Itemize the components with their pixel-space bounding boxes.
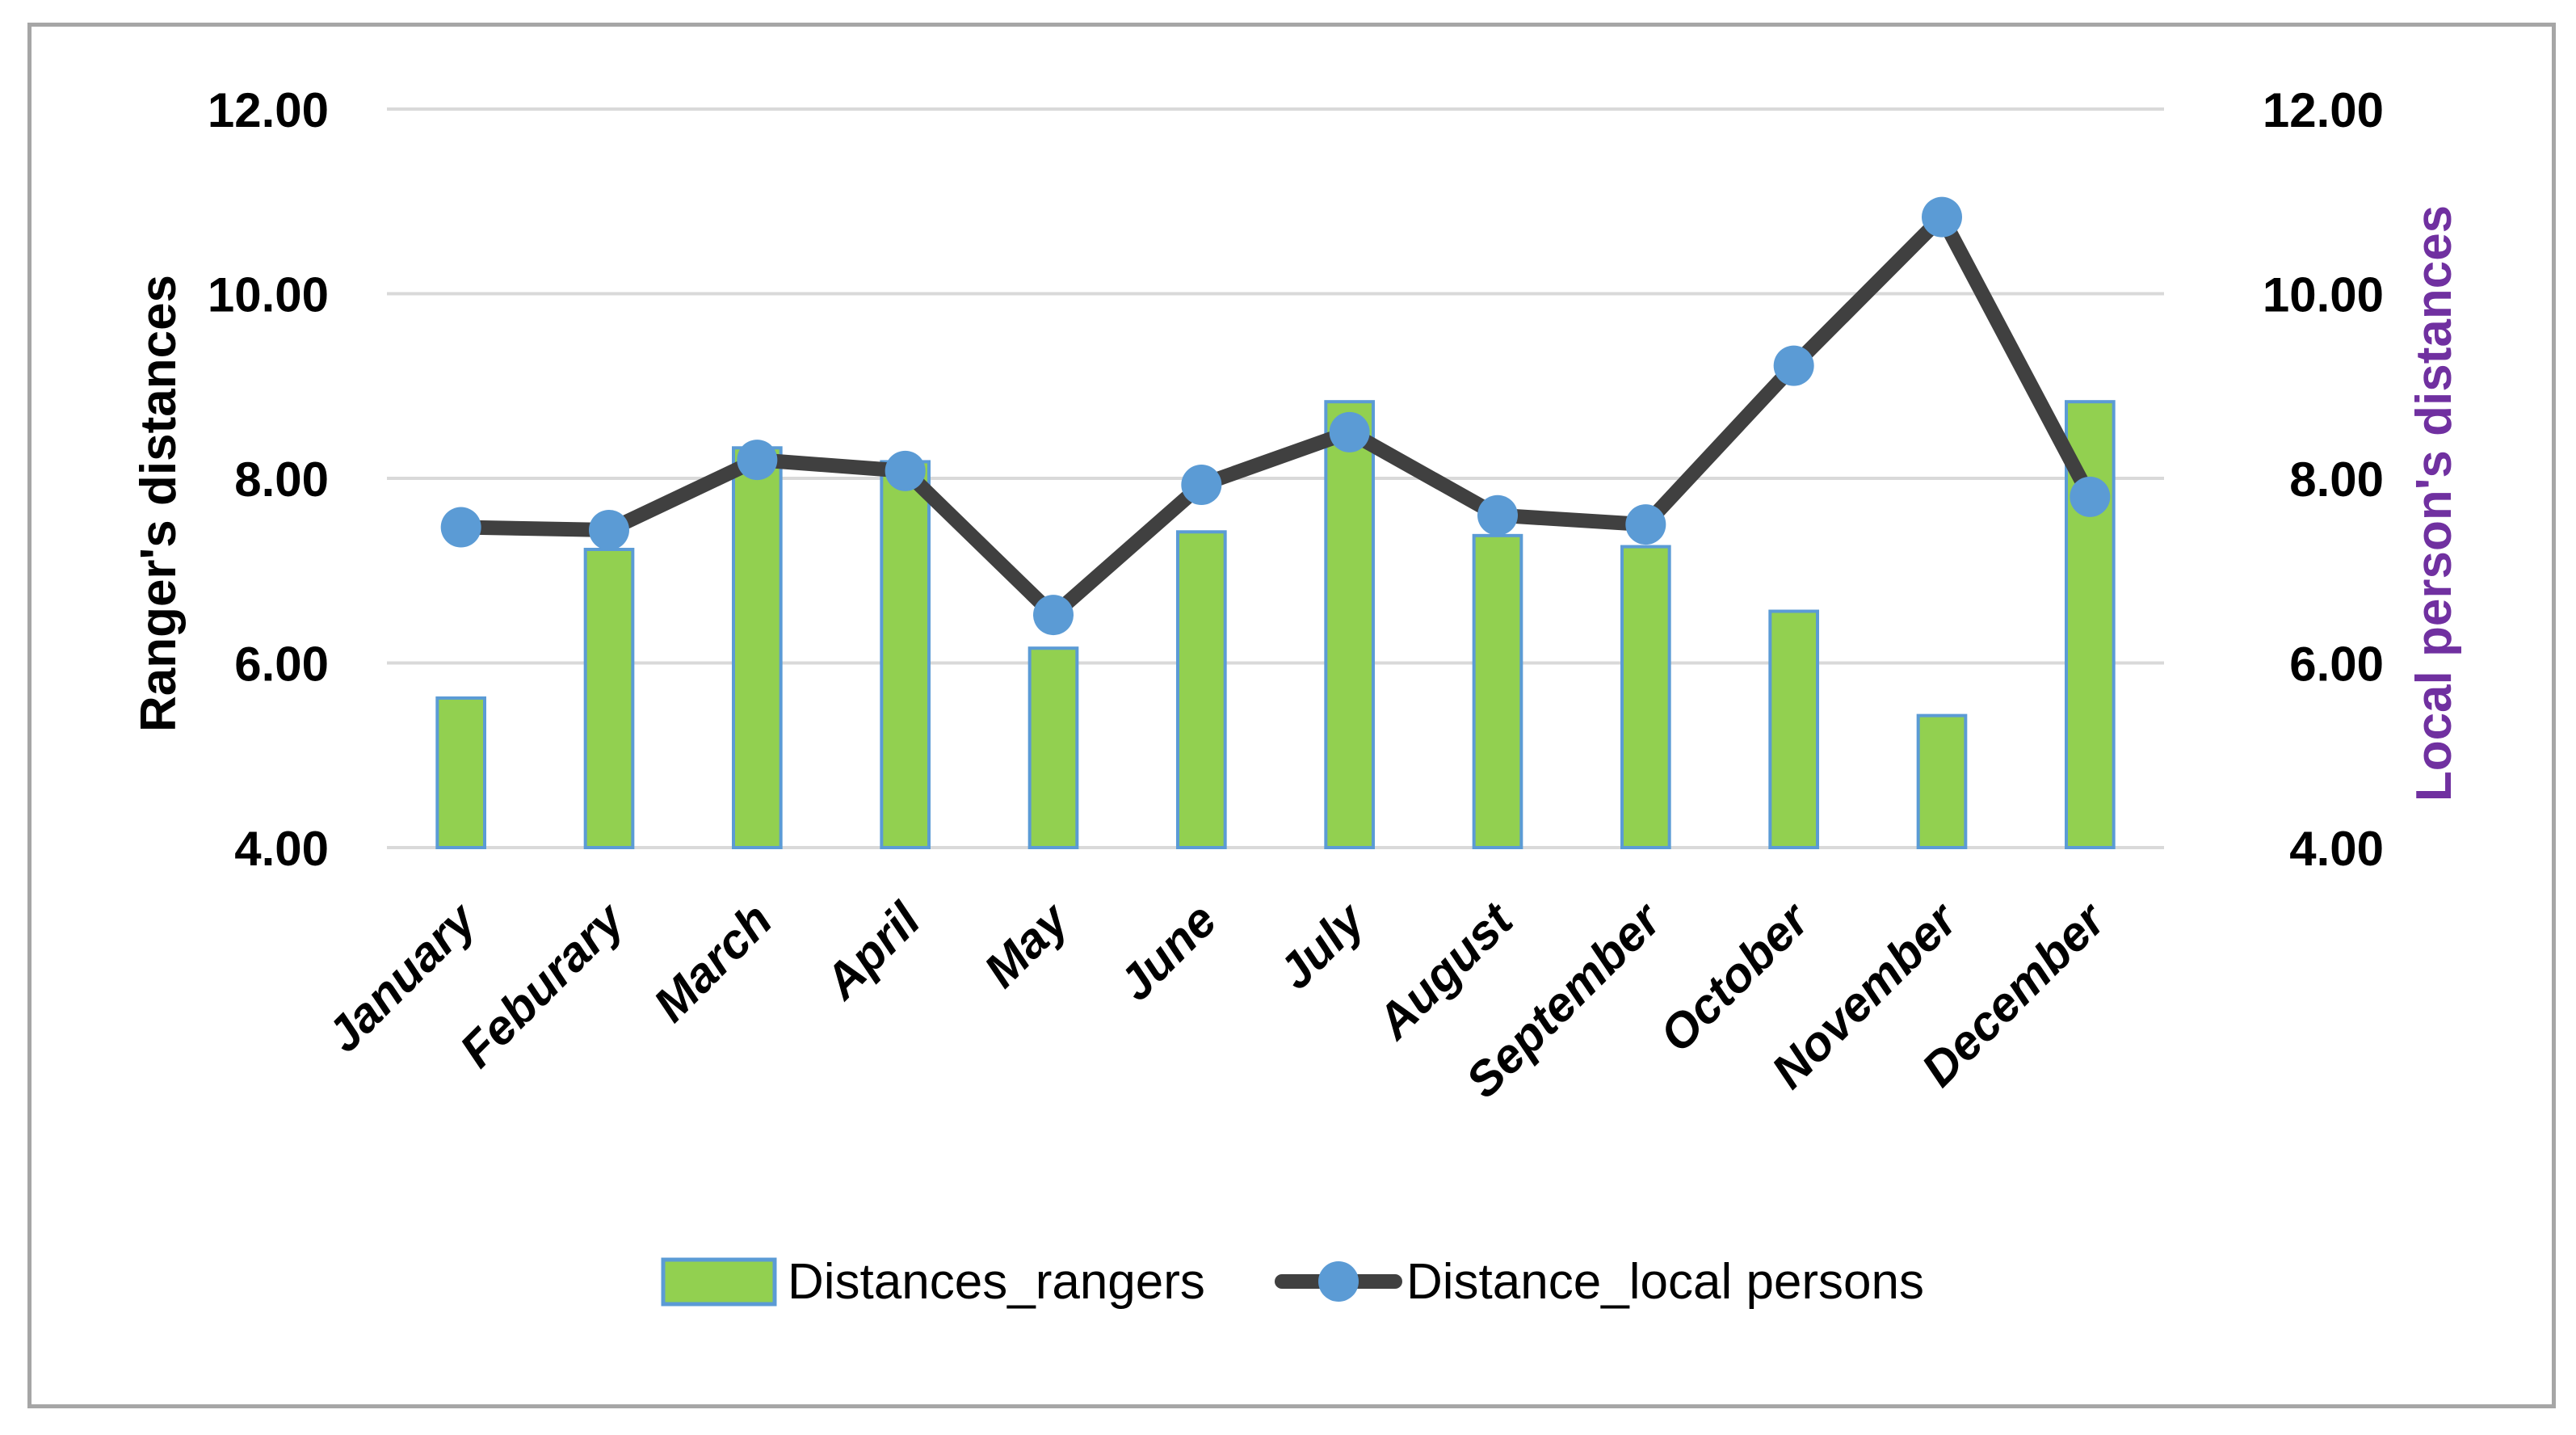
line-point bbox=[1329, 411, 1370, 452]
line-point bbox=[1922, 196, 1962, 238]
line-point bbox=[1181, 464, 1222, 505]
bar bbox=[583, 547, 635, 849]
line-point bbox=[737, 440, 778, 481]
right-axis-tick-label: 10.00 bbox=[2263, 268, 2384, 322]
x-axis-tick-label: May bbox=[973, 891, 1080, 998]
x-axis-tick-label: July bbox=[1268, 891, 1376, 999]
bar bbox=[1027, 646, 1079, 849]
right-axis-tick-label: 6.00 bbox=[2289, 638, 2384, 692]
line-point bbox=[1033, 595, 1074, 636]
legend-label-line: Distance_local persons bbox=[1406, 1254, 1924, 1310]
bar-series-distances-rangers bbox=[435, 400, 2116, 850]
legend: Distances_rangers Distance_local persons bbox=[661, 1254, 1924, 1310]
line-point bbox=[2070, 476, 2111, 517]
right-axis-tick-label: 4.00 bbox=[2289, 822, 2384, 876]
line-point bbox=[1773, 345, 1814, 386]
left-axis-tick-label: 12.00 bbox=[208, 83, 329, 137]
left-axis-tick-label: 10.00 bbox=[208, 268, 329, 322]
x-axis-tick-label: June bbox=[1108, 893, 1226, 1011]
bar bbox=[1916, 713, 1968, 849]
line-point bbox=[1477, 494, 1518, 536]
right-axis-tick-label: 12.00 bbox=[2263, 83, 2384, 137]
right-axis-tick-label: 8.00 bbox=[2289, 452, 2384, 507]
series-line bbox=[460, 209, 2097, 623]
bar bbox=[880, 460, 931, 849]
left-axis-tick-label: 8.00 bbox=[234, 452, 329, 507]
line-point bbox=[589, 509, 629, 550]
left-axis-title: Ranger's distances bbox=[131, 275, 187, 732]
x-axis-tick-label: April bbox=[813, 892, 931, 1010]
left-axis-tick-label: 6.00 bbox=[234, 638, 329, 692]
bar bbox=[1324, 400, 1376, 849]
bar bbox=[1768, 609, 1819, 850]
line-series-distance-local-persons bbox=[440, 196, 2111, 636]
bar bbox=[1620, 545, 1671, 849]
line-point bbox=[1625, 504, 1666, 545]
bar bbox=[435, 696, 487, 849]
bar bbox=[1176, 530, 1227, 849]
gridlines bbox=[387, 107, 2164, 849]
bar bbox=[732, 446, 783, 849]
right-axis-ticks: 4.00 6.00 8.00 10.00 12.00 bbox=[2263, 83, 2384, 876]
left-axis-tick-label: 4.00 bbox=[234, 822, 329, 876]
x-axis-tick-label: March bbox=[643, 893, 782, 1032]
combo-chart: 4.00 6.00 8.00 10.00 12.00 4.00 6.00 8.00 10.00… bbox=[131, 83, 2462, 1310]
x-axis-tick-label: Feburary bbox=[449, 891, 636, 1078]
legend-swatch-marker bbox=[1318, 1261, 1359, 1302]
legend-label-bar: Distances_rangers bbox=[788, 1254, 1205, 1310]
left-axis-ticks: 4.00 6.00 8.00 10.00 12.00 bbox=[208, 83, 329, 876]
legend-swatch-bar bbox=[661, 1257, 777, 1307]
chart-frame: 4.00 6.00 8.00 10.00 12.00 4.00 6.00 8.00 10.00… bbox=[27, 23, 2556, 1408]
line-point bbox=[440, 507, 481, 548]
bar bbox=[1472, 533, 1523, 850]
line-point bbox=[885, 450, 926, 491]
right-axis-title: Local person's distances bbox=[2406, 205, 2462, 802]
